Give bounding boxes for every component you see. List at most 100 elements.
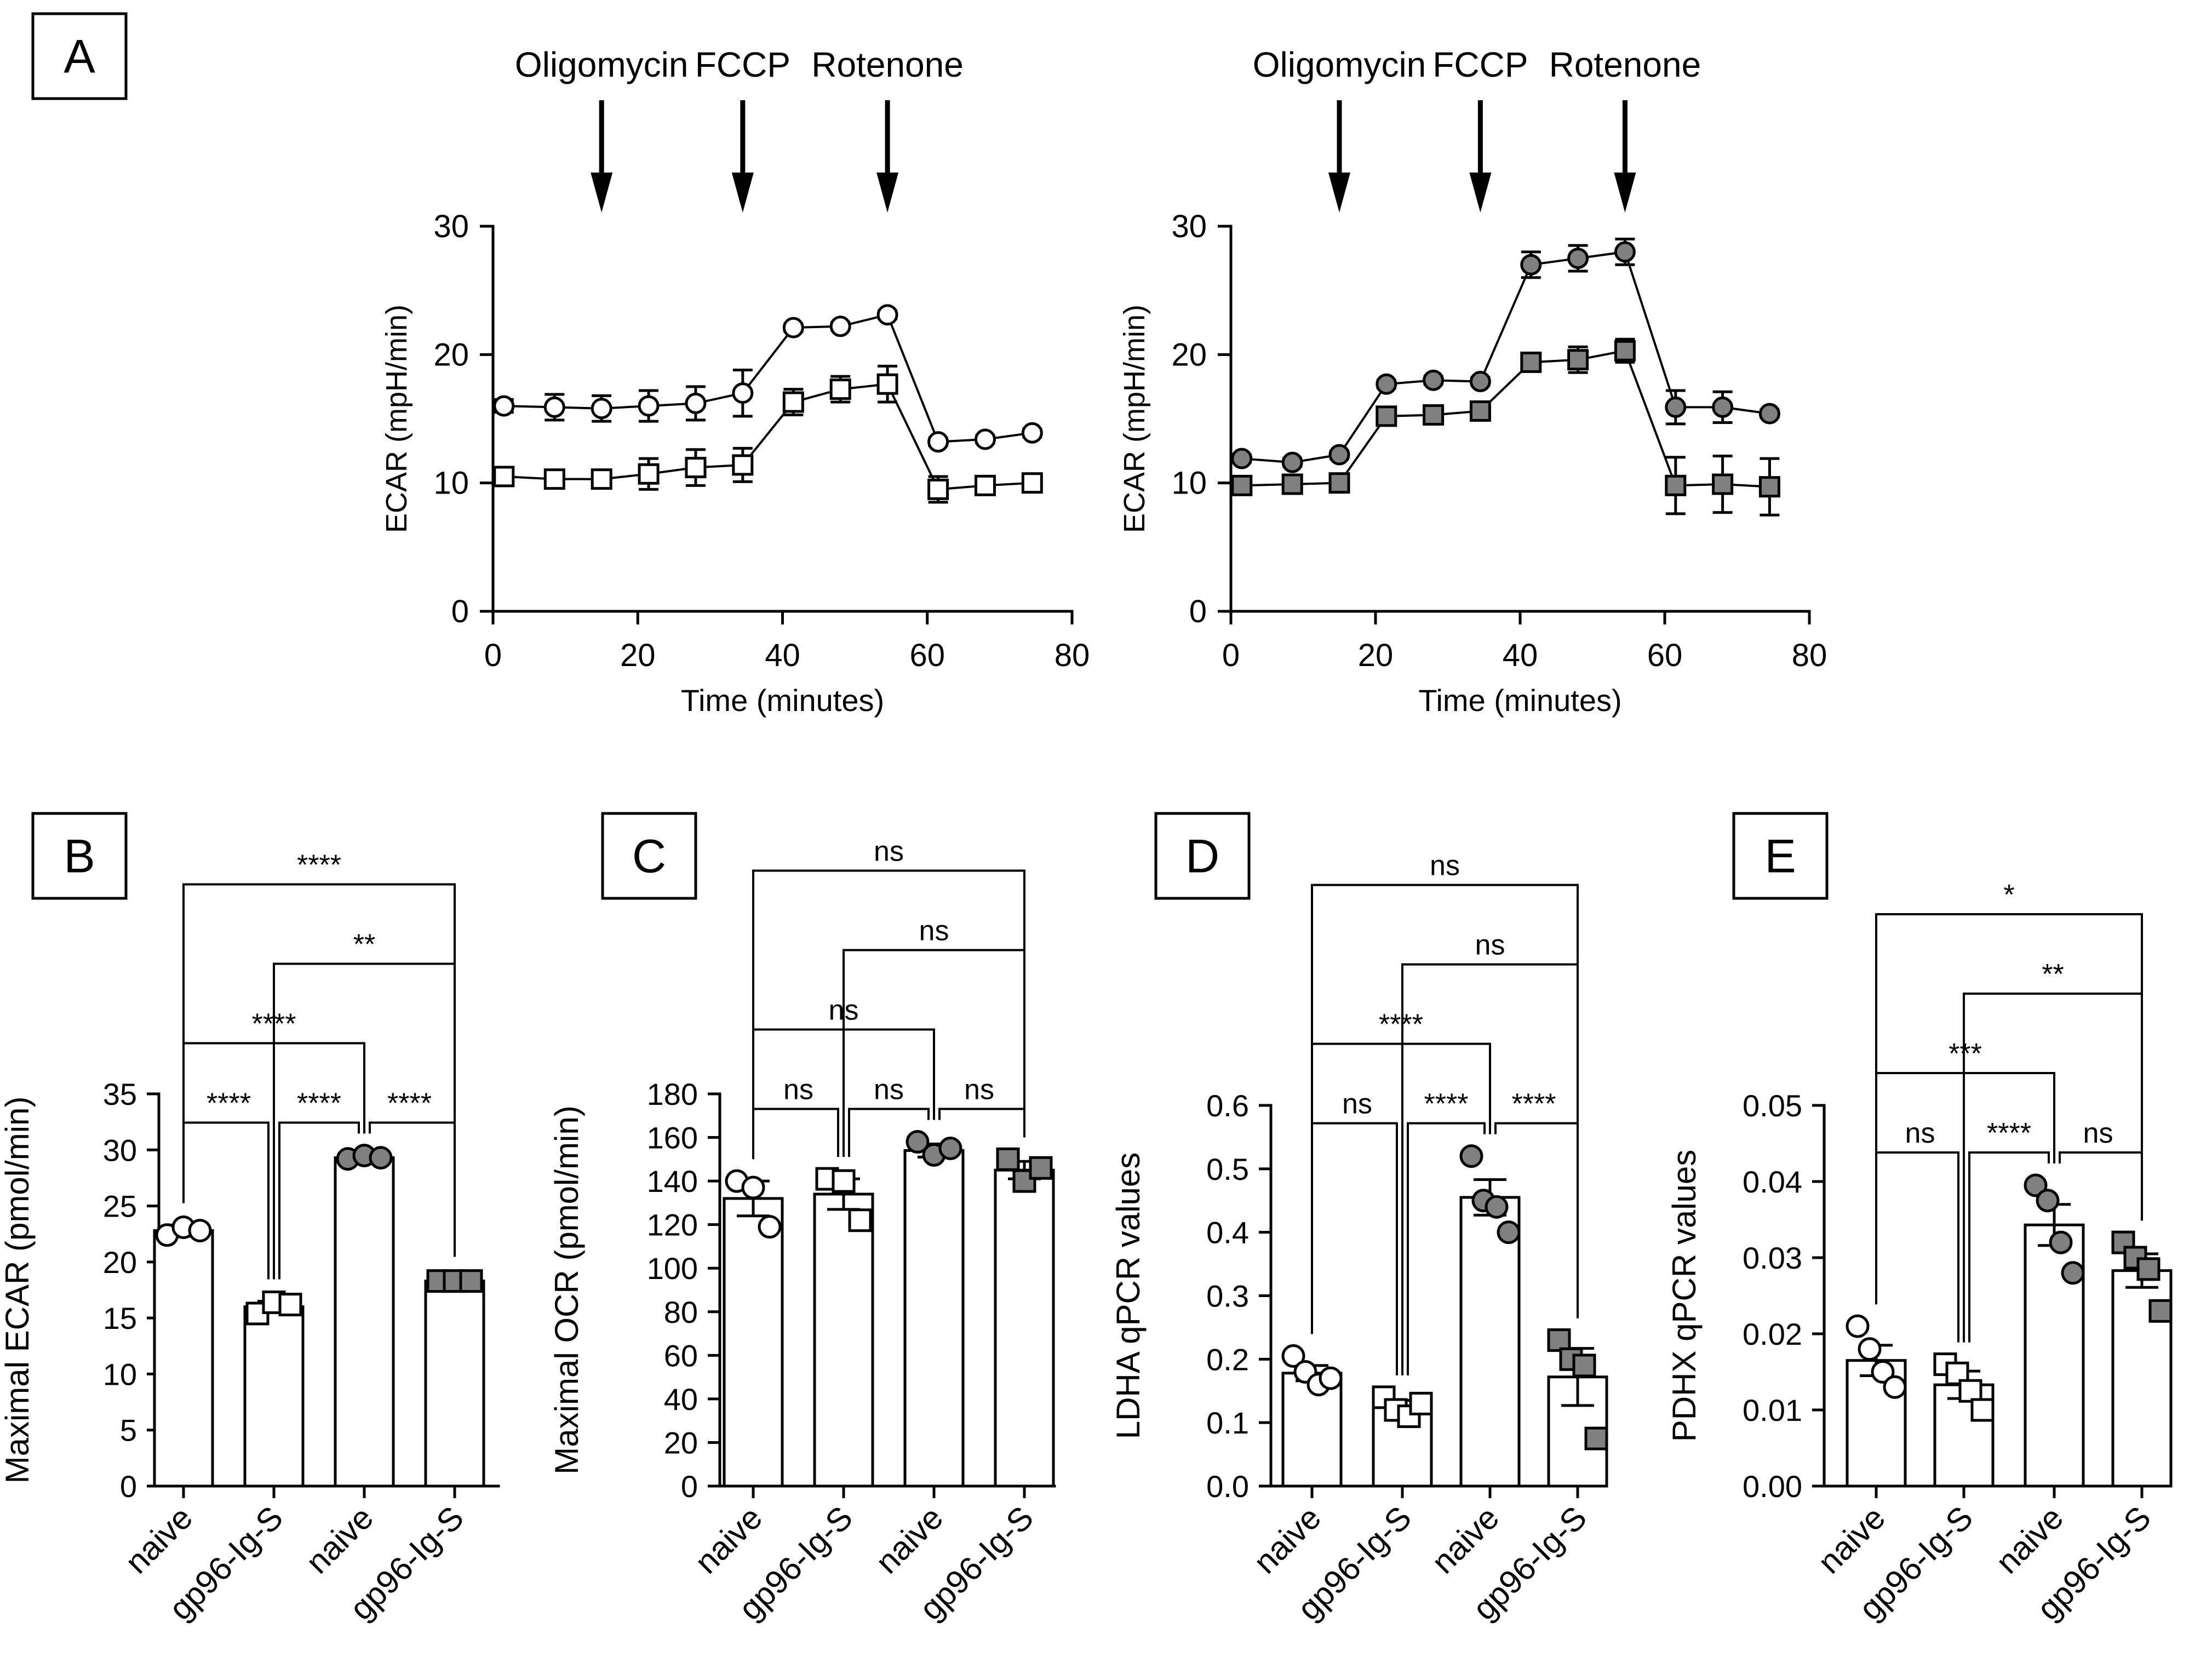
bar-chart-D: D 0.0 0.1 0.2 0.3 0.4 0.5 0.6 LDHA qPCR values na… [1110, 812, 1608, 1627]
significance-label: ns [919, 915, 949, 947]
y-axis-label: ECAR (mpH/min) [380, 305, 413, 533]
data-point [1758, 403, 1780, 425]
significance-bracket [182, 883, 456, 1257]
data-point [1614, 241, 1636, 263]
y-tick-label: 10 [1171, 466, 1207, 501]
x-tick-label: naive [1424, 1499, 1506, 1581]
ecar-timecourse-chart: A 0 20 40 60 80 0 10 20 30 Time (minutes) ECAR (mpH… [31, 12, 1090, 718]
data-point [1712, 473, 1734, 495]
y-tick-label: 40 [664, 1382, 698, 1417]
significance-label: ns [1430, 850, 1460, 882]
bar [1459, 1196, 1521, 1488]
data-point [1858, 1337, 1882, 1361]
y-tick-label: 0.6 [1206, 1088, 1249, 1123]
y-tick-label: 0 [451, 594, 469, 629]
data-point [1665, 396, 1687, 418]
x-tick-label: 40 [765, 638, 800, 673]
data-point [1871, 1360, 1895, 1384]
significance-bracket [848, 1108, 930, 1157]
data-point [1328, 472, 1350, 494]
y-tick-label: 0.3 [1206, 1279, 1249, 1314]
significance-bracket [938, 1108, 1025, 1138]
y-tick-label: 35 [103, 1077, 137, 1111]
significance-label: ** [353, 929, 375, 961]
series-line [1241, 349, 1770, 488]
data-point [1572, 1354, 1596, 1378]
significance-label: **** [297, 1088, 341, 1120]
y-tick-label: 20 [664, 1425, 698, 1460]
data-point [732, 454, 754, 476]
data-point [2036, 1189, 2060, 1213]
data-point [685, 457, 707, 479]
significance-label: ns [1342, 1088, 1372, 1120]
data-point [782, 391, 804, 413]
significance-bracket [1875, 913, 2143, 1305]
data-point [493, 395, 515, 417]
x-tick-label: 60 [1647, 638, 1683, 673]
significance-label: **** [1512, 1088, 1556, 1120]
data-point [938, 1136, 962, 1160]
significance-label: **** [1987, 1117, 2031, 1149]
injection-arrowhead [1614, 173, 1636, 213]
bar [903, 1149, 965, 1488]
significance-label: **** [1379, 1009, 1423, 1041]
data-point [876, 304, 898, 326]
y-tick-label: 0.00 [1743, 1469, 1802, 1504]
data-point [1029, 1156, 1053, 1180]
data-point [1376, 373, 1397, 395]
data-point [829, 316, 851, 337]
data-point [848, 1208, 872, 1232]
y-tick-label: 20 [433, 337, 469, 372]
bar [813, 1192, 874, 1488]
significance-label: ns [1475, 930, 1505, 961]
y-tick-label: 0.5 [1206, 1152, 1249, 1186]
significance-label: ns [2083, 1117, 2113, 1149]
data-point [782, 317, 804, 339]
data-point [2136, 1257, 2161, 1281]
data-point [1281, 451, 1303, 473]
injection-label: Rotenone [1549, 45, 1701, 84]
y-tick-label: 0.1 [1206, 1406, 1249, 1440]
x-tick-label: 80 [1792, 638, 1827, 673]
y-axis-label: PDHX qPCR values [1666, 1150, 1703, 1442]
y-tick-label: 160 [647, 1121, 698, 1155]
bar [334, 1156, 395, 1488]
y-axis-label: LDHA qPCR values [1110, 1152, 1147, 1440]
data-point [1584, 1426, 1608, 1450]
data-point [974, 474, 996, 496]
panel-label-box [1154, 812, 1251, 900]
injection-label: Oligomycin [1253, 45, 1426, 84]
data-point [832, 1169, 856, 1193]
series-line [1241, 250, 1770, 464]
x-tick-label: 60 [909, 638, 945, 673]
significance-label: **** [207, 1088, 251, 1120]
data-point [638, 463, 660, 485]
y-tick-label: 20 [1171, 337, 1207, 372]
significance-label: **** [297, 850, 341, 881]
data-point [1021, 472, 1043, 494]
bar [153, 1229, 214, 1488]
data-point [591, 468, 612, 490]
data-point [906, 1130, 930, 1154]
y-axis-label: ECAR (mpH/min) [1118, 305, 1151, 533]
data-point [1485, 1195, 1509, 1219]
data-point [1376, 405, 1397, 427]
injection-label: Rotenone [811, 45, 964, 84]
data-point [1281, 1344, 1305, 1368]
y-tick-label: 0.0 [1206, 1469, 1249, 1504]
y-tick-label: 10 [103, 1357, 137, 1391]
significance-label: ns [874, 836, 904, 868]
data-point [1567, 248, 1589, 269]
data-point [369, 1146, 393, 1170]
injection-arrowhead [1469, 173, 1492, 213]
panel-label: C [632, 830, 666, 883]
y-tick-label: 0.03 [1743, 1241, 1802, 1275]
data-point [543, 396, 565, 418]
x-tick-label: naive [1246, 1499, 1328, 1581]
y-tick-label: 180 [647, 1077, 698, 1111]
data-point [1712, 396, 1734, 418]
y-tick-label: 0.04 [1743, 1165, 1802, 1199]
data-point [1423, 404, 1445, 426]
significance-label: ** [2042, 959, 2064, 990]
significance-bracket [1968, 1151, 2050, 1343]
